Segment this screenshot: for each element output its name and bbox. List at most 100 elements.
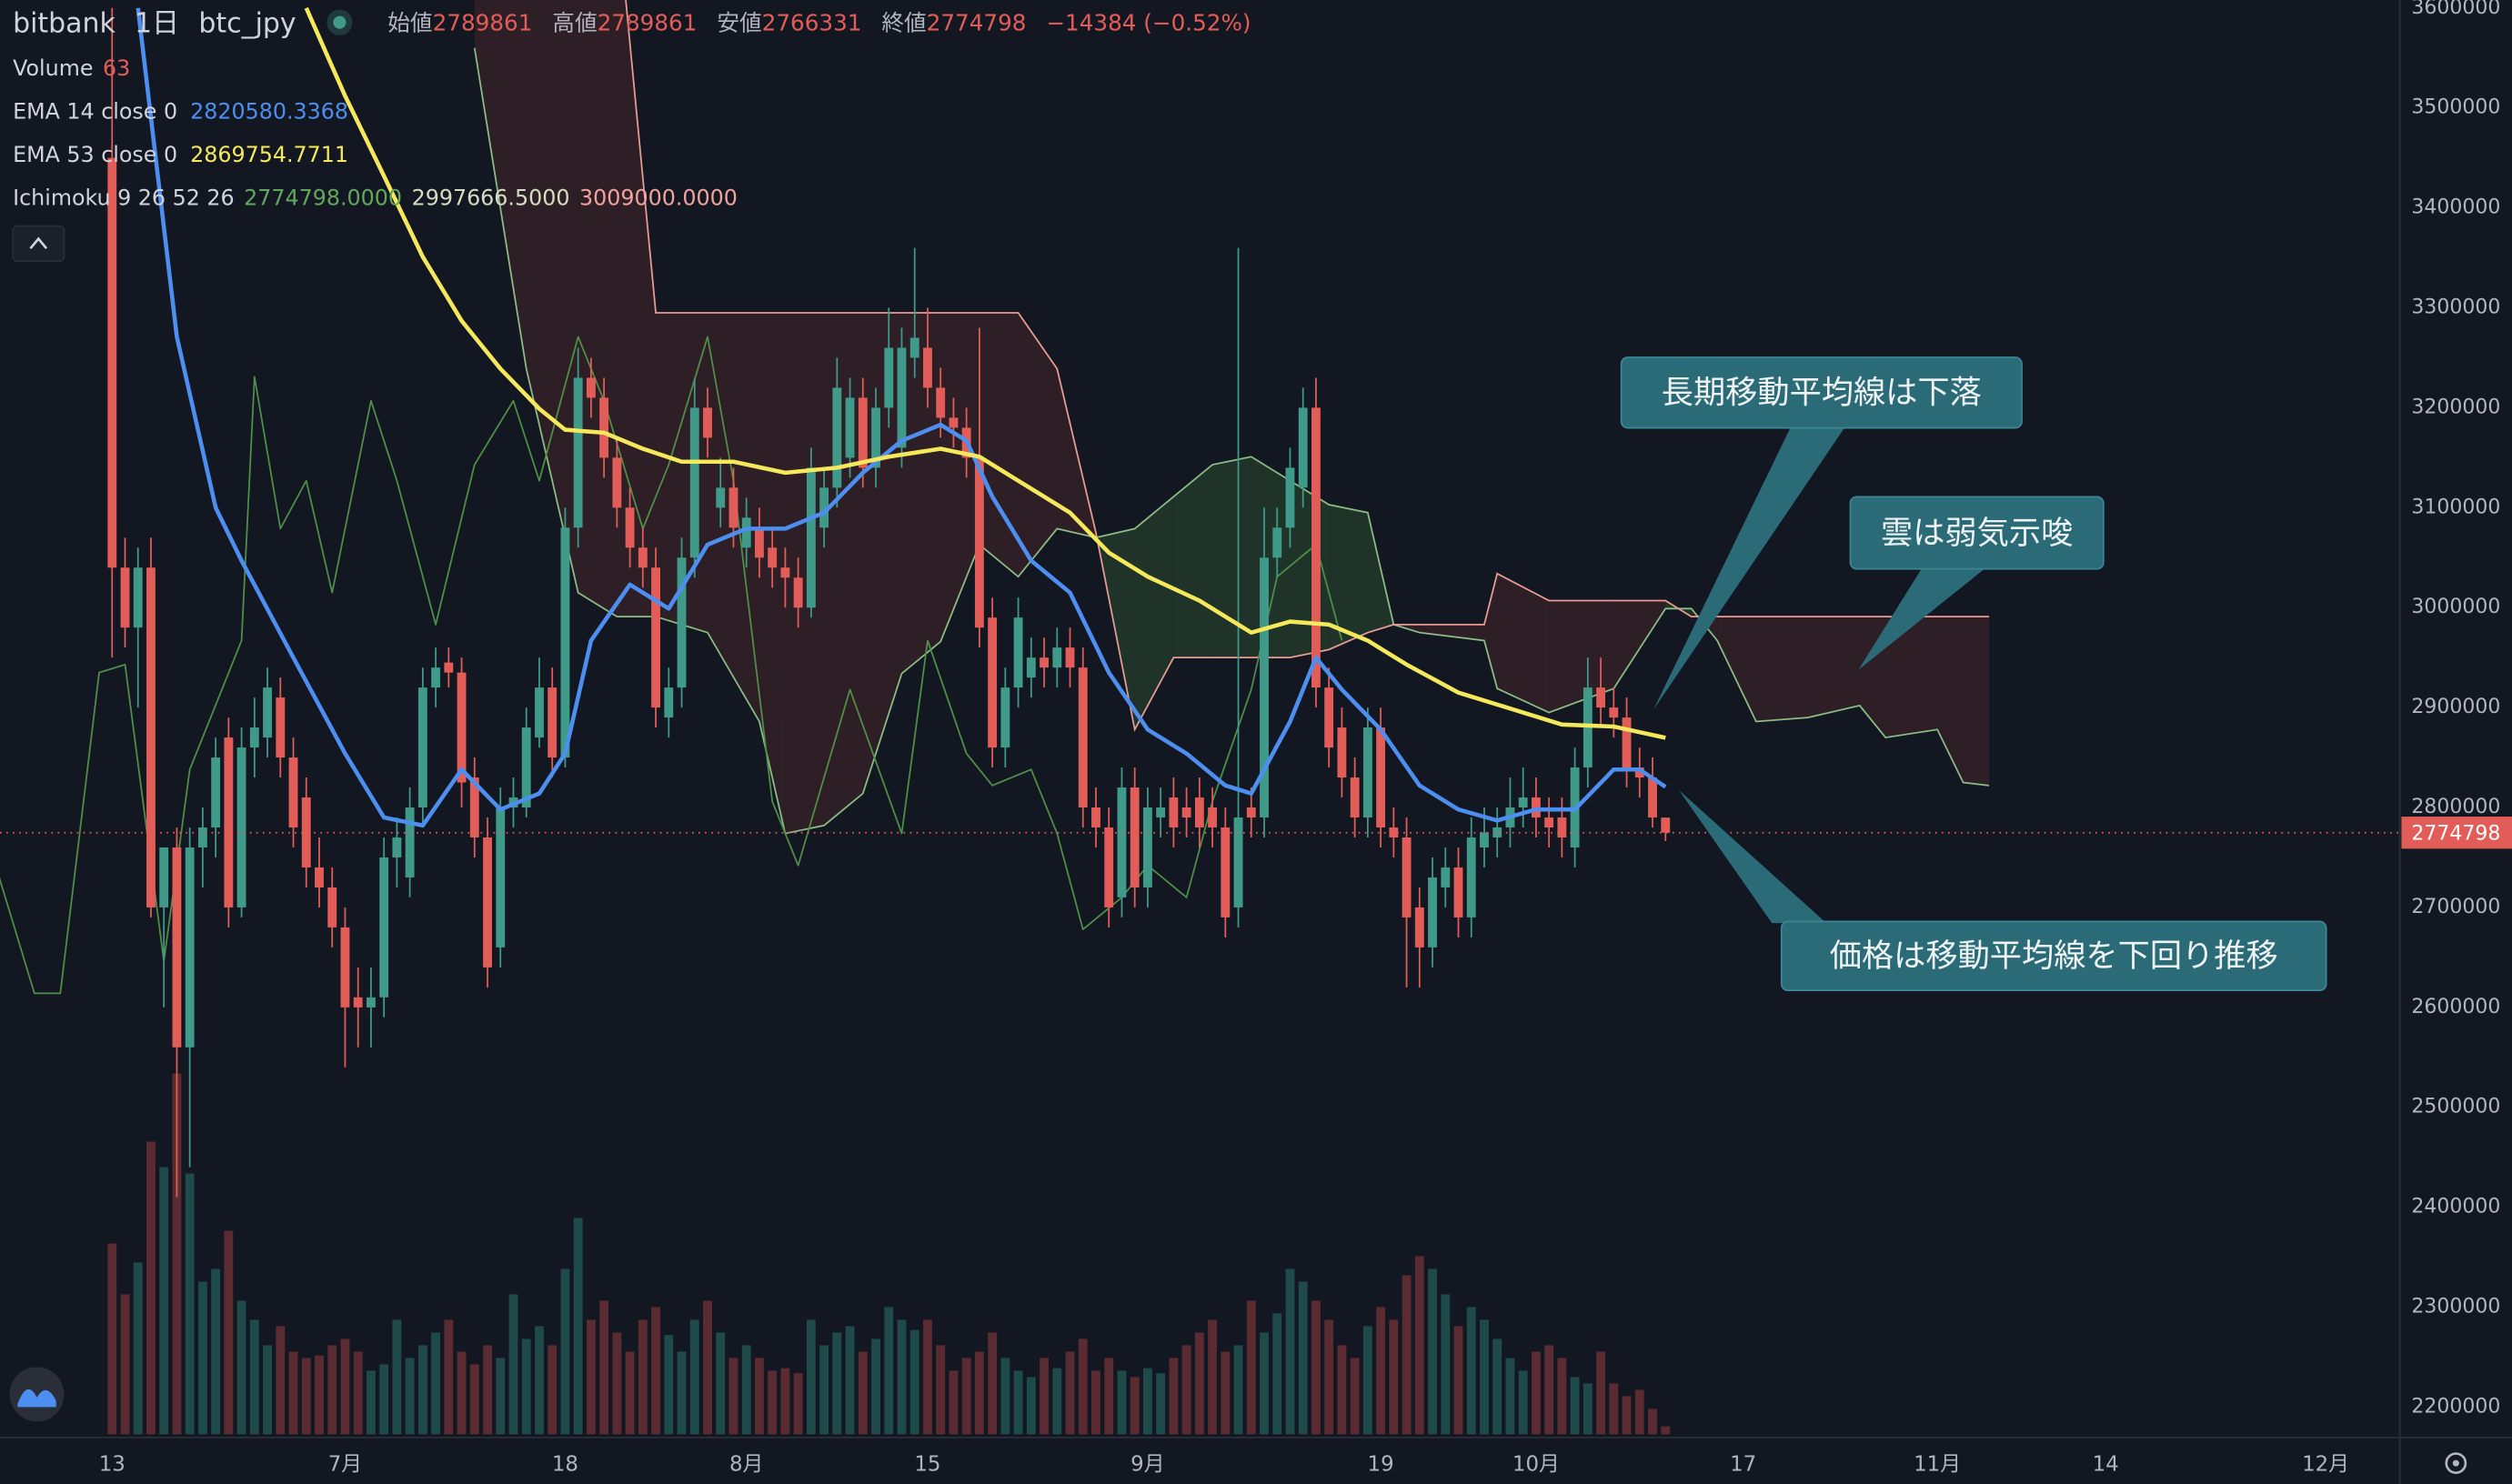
x-tick-label: 15 xyxy=(914,1452,940,1476)
volume-bar xyxy=(909,1329,919,1435)
y-tick-label: 3400000 xyxy=(2411,196,2500,219)
candle-body xyxy=(417,687,427,808)
volume-bar xyxy=(1648,1409,1657,1435)
callout-box xyxy=(1780,920,2327,992)
legend-row: Volume 63 xyxy=(13,55,130,80)
open-value: 2789861 xyxy=(433,9,533,35)
volume-bar xyxy=(288,1351,298,1435)
cloud-fill xyxy=(617,0,657,617)
volume-bar xyxy=(1272,1313,1282,1435)
candle-body xyxy=(768,547,778,568)
x-tick-label: 9月 xyxy=(1130,1452,1164,1476)
volume-bar xyxy=(1596,1351,1606,1435)
volume-bar xyxy=(276,1326,286,1435)
volume-bar xyxy=(1040,1358,1049,1435)
candle-body xyxy=(1208,807,1218,827)
candle-body xyxy=(1221,827,1231,917)
volume-bar xyxy=(1246,1300,1256,1435)
volume-bar xyxy=(936,1345,946,1435)
y-tick-label: 2300000 xyxy=(2411,1296,2500,1319)
candle-body xyxy=(379,857,389,998)
y-tick-label: 2500000 xyxy=(2411,1096,2500,1118)
low-label: 安値 xyxy=(717,9,761,35)
candle-body xyxy=(159,847,169,907)
candle-body xyxy=(1350,777,1360,817)
candle-body xyxy=(1040,657,1049,668)
candle-body xyxy=(340,927,350,1008)
button-frame[interactable] xyxy=(12,225,65,263)
cloud-fill xyxy=(1018,313,1058,577)
candle-body xyxy=(793,577,803,608)
candle-body xyxy=(819,487,829,528)
volume-bar xyxy=(1208,1319,1218,1435)
candle-body xyxy=(236,747,246,907)
volume-bar xyxy=(159,1167,169,1435)
header: bitbank 1日 btc_jpy xyxy=(13,7,296,39)
volume-bar xyxy=(133,1262,143,1435)
settings-button[interactable] xyxy=(2445,1452,2467,1474)
collapse-button[interactable] xyxy=(12,225,65,263)
volume-bar xyxy=(1026,1377,1036,1435)
candle-body xyxy=(909,337,919,358)
chevron[interactable] xyxy=(29,236,48,250)
candle-body xyxy=(496,807,506,948)
candle-body xyxy=(1376,727,1386,827)
callout-pointer xyxy=(1679,789,1827,924)
volume-bar xyxy=(327,1345,337,1435)
candle-body xyxy=(1324,687,1334,748)
x-tick-label: 13 xyxy=(99,1452,126,1476)
legend-name: EMA 53 close 0 xyxy=(13,141,177,166)
volume-bar xyxy=(1570,1377,1580,1435)
volume-bar xyxy=(1453,1326,1463,1435)
candle-body xyxy=(1557,817,1567,837)
y-tick-label: 3300000 xyxy=(2411,296,2500,319)
candle-body xyxy=(664,687,674,718)
volume-bar xyxy=(1104,1358,1114,1435)
candle-body xyxy=(353,997,363,1008)
logo-mark[interactable] xyxy=(17,1389,56,1408)
logo[interactable] xyxy=(9,1367,65,1422)
volume-bar xyxy=(1402,1275,1412,1435)
cloud-fill xyxy=(1807,617,1860,718)
candle-body xyxy=(1117,787,1127,897)
candle-body xyxy=(974,457,984,628)
volume-bar xyxy=(1233,1345,1243,1435)
candle-body xyxy=(1453,867,1463,917)
volume-bar xyxy=(599,1300,609,1435)
volume-bar xyxy=(845,1326,855,1435)
candle-body xyxy=(392,837,402,857)
legend-row: Ichimoku 9 26 52 26 2774798.0000 2997666.5… xyxy=(13,185,738,210)
candle-body xyxy=(1104,827,1114,907)
gear[interactable] xyxy=(2445,1452,2467,1474)
volume-bar xyxy=(858,1351,868,1435)
volume-bar xyxy=(392,1319,402,1435)
candle-body xyxy=(197,827,207,847)
volume-bar xyxy=(469,1364,479,1435)
candle-body xyxy=(1661,817,1671,833)
candle-body xyxy=(1466,837,1476,917)
volume-bar xyxy=(1414,1256,1424,1435)
candle-body xyxy=(263,687,272,738)
candle-body xyxy=(586,377,596,398)
gear-hub[interactable] xyxy=(2452,1459,2459,1467)
volume-bar xyxy=(651,1307,660,1435)
volume-bar xyxy=(431,1332,441,1435)
x-tick-label: 19 xyxy=(1368,1452,1394,1476)
last-price-tag xyxy=(2401,817,2512,849)
close-value: 2774798 xyxy=(927,9,1027,35)
volume-bar xyxy=(353,1351,363,1435)
volume-bar xyxy=(315,1355,324,1435)
logo-circle[interactable] xyxy=(9,1367,65,1422)
volume-bar xyxy=(496,1358,506,1435)
callout-text: 雲は弱気示唆 xyxy=(1881,515,2073,552)
volume-bar xyxy=(457,1351,467,1435)
candle-body xyxy=(599,397,609,458)
candle-body xyxy=(185,847,195,1048)
candle-body xyxy=(1181,807,1191,817)
cloud-fill xyxy=(526,0,578,593)
symbol: btc_jpy xyxy=(198,7,296,39)
candle-body xyxy=(573,377,583,528)
volume-bar xyxy=(146,1141,156,1435)
candle-body xyxy=(288,757,298,827)
